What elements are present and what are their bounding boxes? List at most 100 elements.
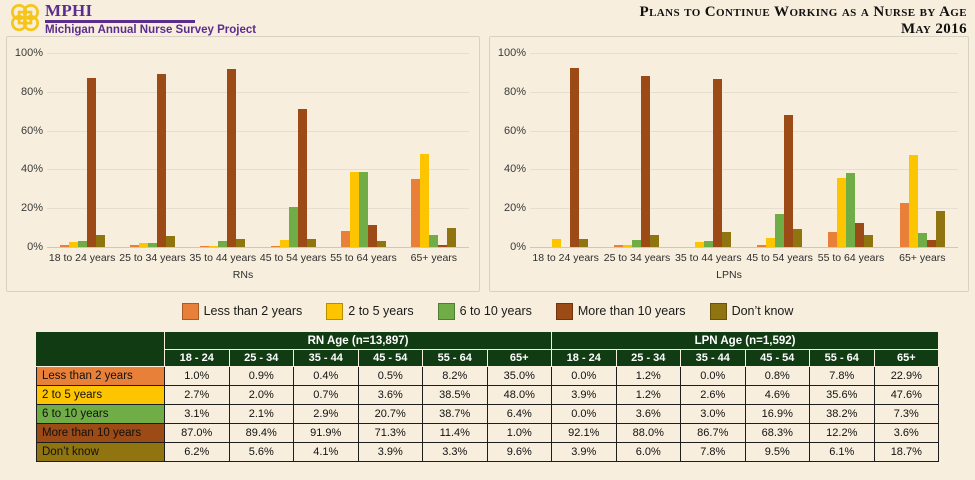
table-cell: 3.6%	[357, 385, 423, 405]
table-cell: 7.8%	[680, 442, 746, 462]
gridline	[530, 53, 958, 54]
table-cell: 71.3%	[357, 423, 423, 443]
table-cell: 6.0%	[615, 442, 682, 462]
table-cell: 16.9%	[744, 404, 811, 424]
bar-group	[887, 53, 958, 247]
gridline	[47, 53, 469, 54]
table-column-header: 25 - 34	[228, 349, 294, 367]
bar	[641, 76, 651, 247]
y-axis-tick-label: 20%	[20, 202, 43, 215]
y-axis-tick-label: 80%	[20, 85, 43, 98]
bar	[340, 231, 350, 247]
table-cell: 6.2%	[164, 442, 230, 462]
bar	[623, 244, 633, 247]
table-cell: 35.0%	[486, 366, 553, 386]
bar-group	[47, 53, 117, 247]
table-corner-cell	[36, 332, 165, 367]
table-cell: 4.6%	[744, 385, 811, 405]
bar	[349, 172, 359, 247]
table-cell: 0.9%	[228, 366, 294, 386]
bar	[694, 241, 704, 247]
bar	[926, 240, 936, 247]
gridline	[47, 130, 469, 132]
table-cell: 12.2%	[809, 423, 875, 443]
x-axis-tick-label: 35 to 44 years	[189, 252, 257, 264]
bar	[288, 206, 298, 247]
bar	[420, 153, 430, 247]
table-row: Less than 2 years 1.0% 0.9% 0.4% 0.5% 8.2% 35.…	[36, 366, 940, 386]
bar	[793, 228, 803, 247]
table-cell: 20.7%	[357, 404, 423, 424]
bar	[579, 239, 589, 247]
table-row-label: 6 to 10 years	[36, 404, 165, 424]
table-cell: 7.8%	[809, 366, 875, 386]
legend-swatch-icon	[181, 302, 199, 320]
gridline	[530, 130, 958, 132]
table-body: Less than 2 years 1.0% 0.9% 0.4% 0.5% 8.2% 35.…	[36, 366, 940, 462]
gridline	[47, 208, 469, 210]
table-cell: 0.5%	[357, 366, 423, 386]
table-cell: 4.1%	[293, 442, 359, 462]
axis-baseline	[530, 247, 958, 248]
table-row: 2 to 5 years 2.7% 2.0% 0.7% 3.6% 38.5% 48.0% 3.…	[36, 385, 940, 405]
legend-swatch-icon	[326, 302, 344, 320]
table-cell: 92.1%	[551, 423, 617, 443]
bar	[846, 172, 856, 247]
table-group-header-lpn: LPN Age (n=1,592)	[551, 332, 940, 350]
bar	[165, 236, 175, 247]
legend-label: Don’t know	[731, 304, 794, 318]
table-column-header: 35 - 44	[680, 349, 746, 367]
bar	[129, 245, 139, 247]
table-cell: 8.2%	[422, 366, 488, 386]
legend-item: Don’t know	[709, 302, 794, 320]
bar-group	[815, 53, 886, 247]
bar	[438, 245, 448, 247]
table-cell: 22.9%	[873, 366, 940, 386]
bar	[614, 244, 624, 247]
x-axis-title: LPNs	[716, 269, 742, 281]
table-cell: 48.0%	[486, 385, 553, 405]
x-axis-tick-label: 55 to 64 years	[817, 252, 885, 264]
table-cell: 0.8%	[744, 366, 811, 386]
table-column-header: 65+	[486, 349, 553, 367]
bar-group	[328, 53, 398, 247]
page-title: Plans to Continue Working as a Nurse by …	[639, 4, 967, 20]
legend-swatch-icon	[437, 302, 455, 320]
data-table: RN Age (n=13,897) LPN Age (n=1,592) 18 -…	[36, 332, 940, 462]
table-cell: 1.2%	[615, 366, 682, 386]
chart-panel-rn: 0% 20% 40% 60% 80% 100% 18 to 24 years 25 to 34…	[6, 36, 480, 292]
x-axis-tick-label: 65+ years	[410, 252, 458, 264]
bar	[429, 234, 439, 247]
table-cell: 1.2%	[615, 385, 682, 405]
bar	[828, 231, 838, 247]
table-group-header-rn: RN Age (n=13,897)	[163, 332, 553, 350]
bar	[138, 243, 148, 247]
x-axis-tick-label: 18 to 24 years	[48, 252, 116, 264]
table-column-header: 55 - 64	[809, 349, 875, 367]
y-axis-tick-label: 60%	[503, 124, 526, 137]
table-cell: 91.9%	[293, 423, 359, 443]
bar	[766, 238, 776, 247]
bar	[306, 239, 316, 247]
bar	[227, 68, 237, 247]
table-cell: 3.6%	[615, 404, 682, 424]
table-row-label: More than 10 years	[36, 423, 165, 443]
bar	[864, 235, 874, 247]
bar	[837, 177, 847, 247]
bar	[721, 231, 731, 247]
bar	[218, 241, 228, 247]
table-cell: 0.4%	[293, 366, 359, 386]
table-cell: 35.6%	[809, 385, 875, 405]
bar	[358, 171, 368, 247]
table-cell: 3.9%	[551, 442, 617, 462]
bar	[703, 241, 713, 247]
table-cell: 2.6%	[680, 385, 746, 405]
table-column-header: 25 - 34	[615, 349, 682, 367]
legend-label: More than 10 years	[577, 304, 686, 318]
x-axis-title: RNs	[232, 269, 254, 281]
bar	[917, 232, 927, 247]
brand-tagline: Michigan Annual Nurse Survey Project	[45, 23, 257, 36]
table-cell: 5.6%	[228, 442, 294, 462]
chart-legend: Less than 2 years 2 to 5 years 6 to 10 yea…	[0, 299, 975, 323]
legend-item: 6 to 10 years	[437, 302, 532, 320]
